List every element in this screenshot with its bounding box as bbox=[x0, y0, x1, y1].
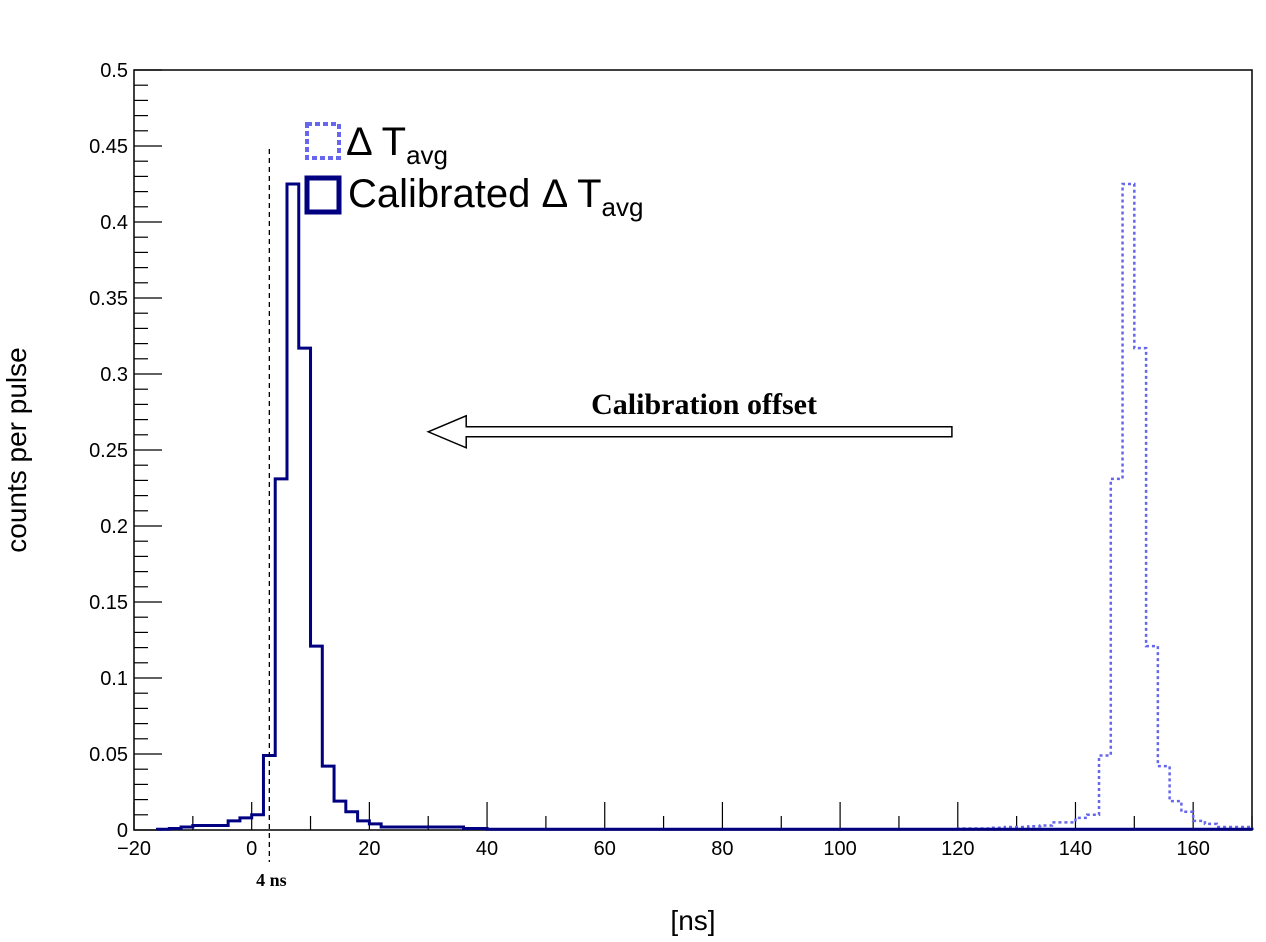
y-axis-title: counts per pulse bbox=[1, 347, 32, 552]
x-tick-label: −20 bbox=[117, 838, 151, 860]
series-calibrated-delta-t-avg bbox=[156, 182, 1254, 831]
x-tick-label: 40 bbox=[476, 838, 498, 860]
y-tick-label: 0.3 bbox=[100, 364, 128, 386]
y-tick-label: 0.4 bbox=[100, 212, 128, 234]
legend-label-delta-t: Δ Tavg bbox=[346, 120, 448, 170]
series-layer bbox=[156, 182, 1254, 831]
x-tick-label: 60 bbox=[594, 838, 616, 860]
y-tick-label: 0.45 bbox=[89, 136, 128, 158]
series-delta-t-avg bbox=[944, 182, 1254, 831]
legend: Δ Tavg Calibrated Δ Tavg bbox=[304, 120, 643, 222]
x-tick-label: 100 bbox=[823, 838, 856, 860]
x-tick-label: 120 bbox=[941, 838, 974, 860]
y-tick-label: 0.5 bbox=[100, 60, 128, 82]
calibration-offset-arrow bbox=[426, 414, 953, 449]
plot-frame bbox=[133, 69, 1253, 831]
x-tick-label: 140 bbox=[1059, 838, 1092, 860]
annotations: 4 ns Calibration offset bbox=[256, 149, 953, 890]
y-tick-label: 0.05 bbox=[89, 744, 128, 766]
legend-label-calibrated-delta-t: Calibrated Δ Tavg bbox=[348, 172, 643, 222]
reference-line-label: 4 ns bbox=[256, 870, 287, 890]
x-tick-label: 20 bbox=[358, 838, 380, 860]
calibration-offset-label: Calibration offset bbox=[591, 388, 817, 421]
x-tick-label: 80 bbox=[711, 838, 733, 860]
y-axis-ticks: 0 0.05 0.1 0.15 0.2 0.25 0.3 0.35 0.4 0.45 0.5 bbox=[89, 60, 162, 842]
y-tick-label: 0.15 bbox=[89, 592, 128, 614]
x-tick-label: 160 bbox=[1176, 838, 1209, 860]
x-tick-label: 0 bbox=[246, 838, 257, 860]
legend-swatch-calibrated-delta-t bbox=[304, 175, 342, 215]
y-tick-label: 0.35 bbox=[89, 288, 128, 310]
y-tick-label: 0.2 bbox=[100, 516, 128, 538]
y-tick-label: 0.1 bbox=[100, 668, 128, 690]
x-axis-title: [ns] bbox=[670, 905, 715, 936]
x-axis-ticks: −20 0 20 40 60 80 100 120 140 160 bbox=[117, 802, 1253, 860]
y-tick-label: 0.25 bbox=[89, 440, 128, 462]
y-tick-label: 0 bbox=[117, 820, 128, 842]
legend-swatch-delta-t bbox=[305, 122, 341, 160]
